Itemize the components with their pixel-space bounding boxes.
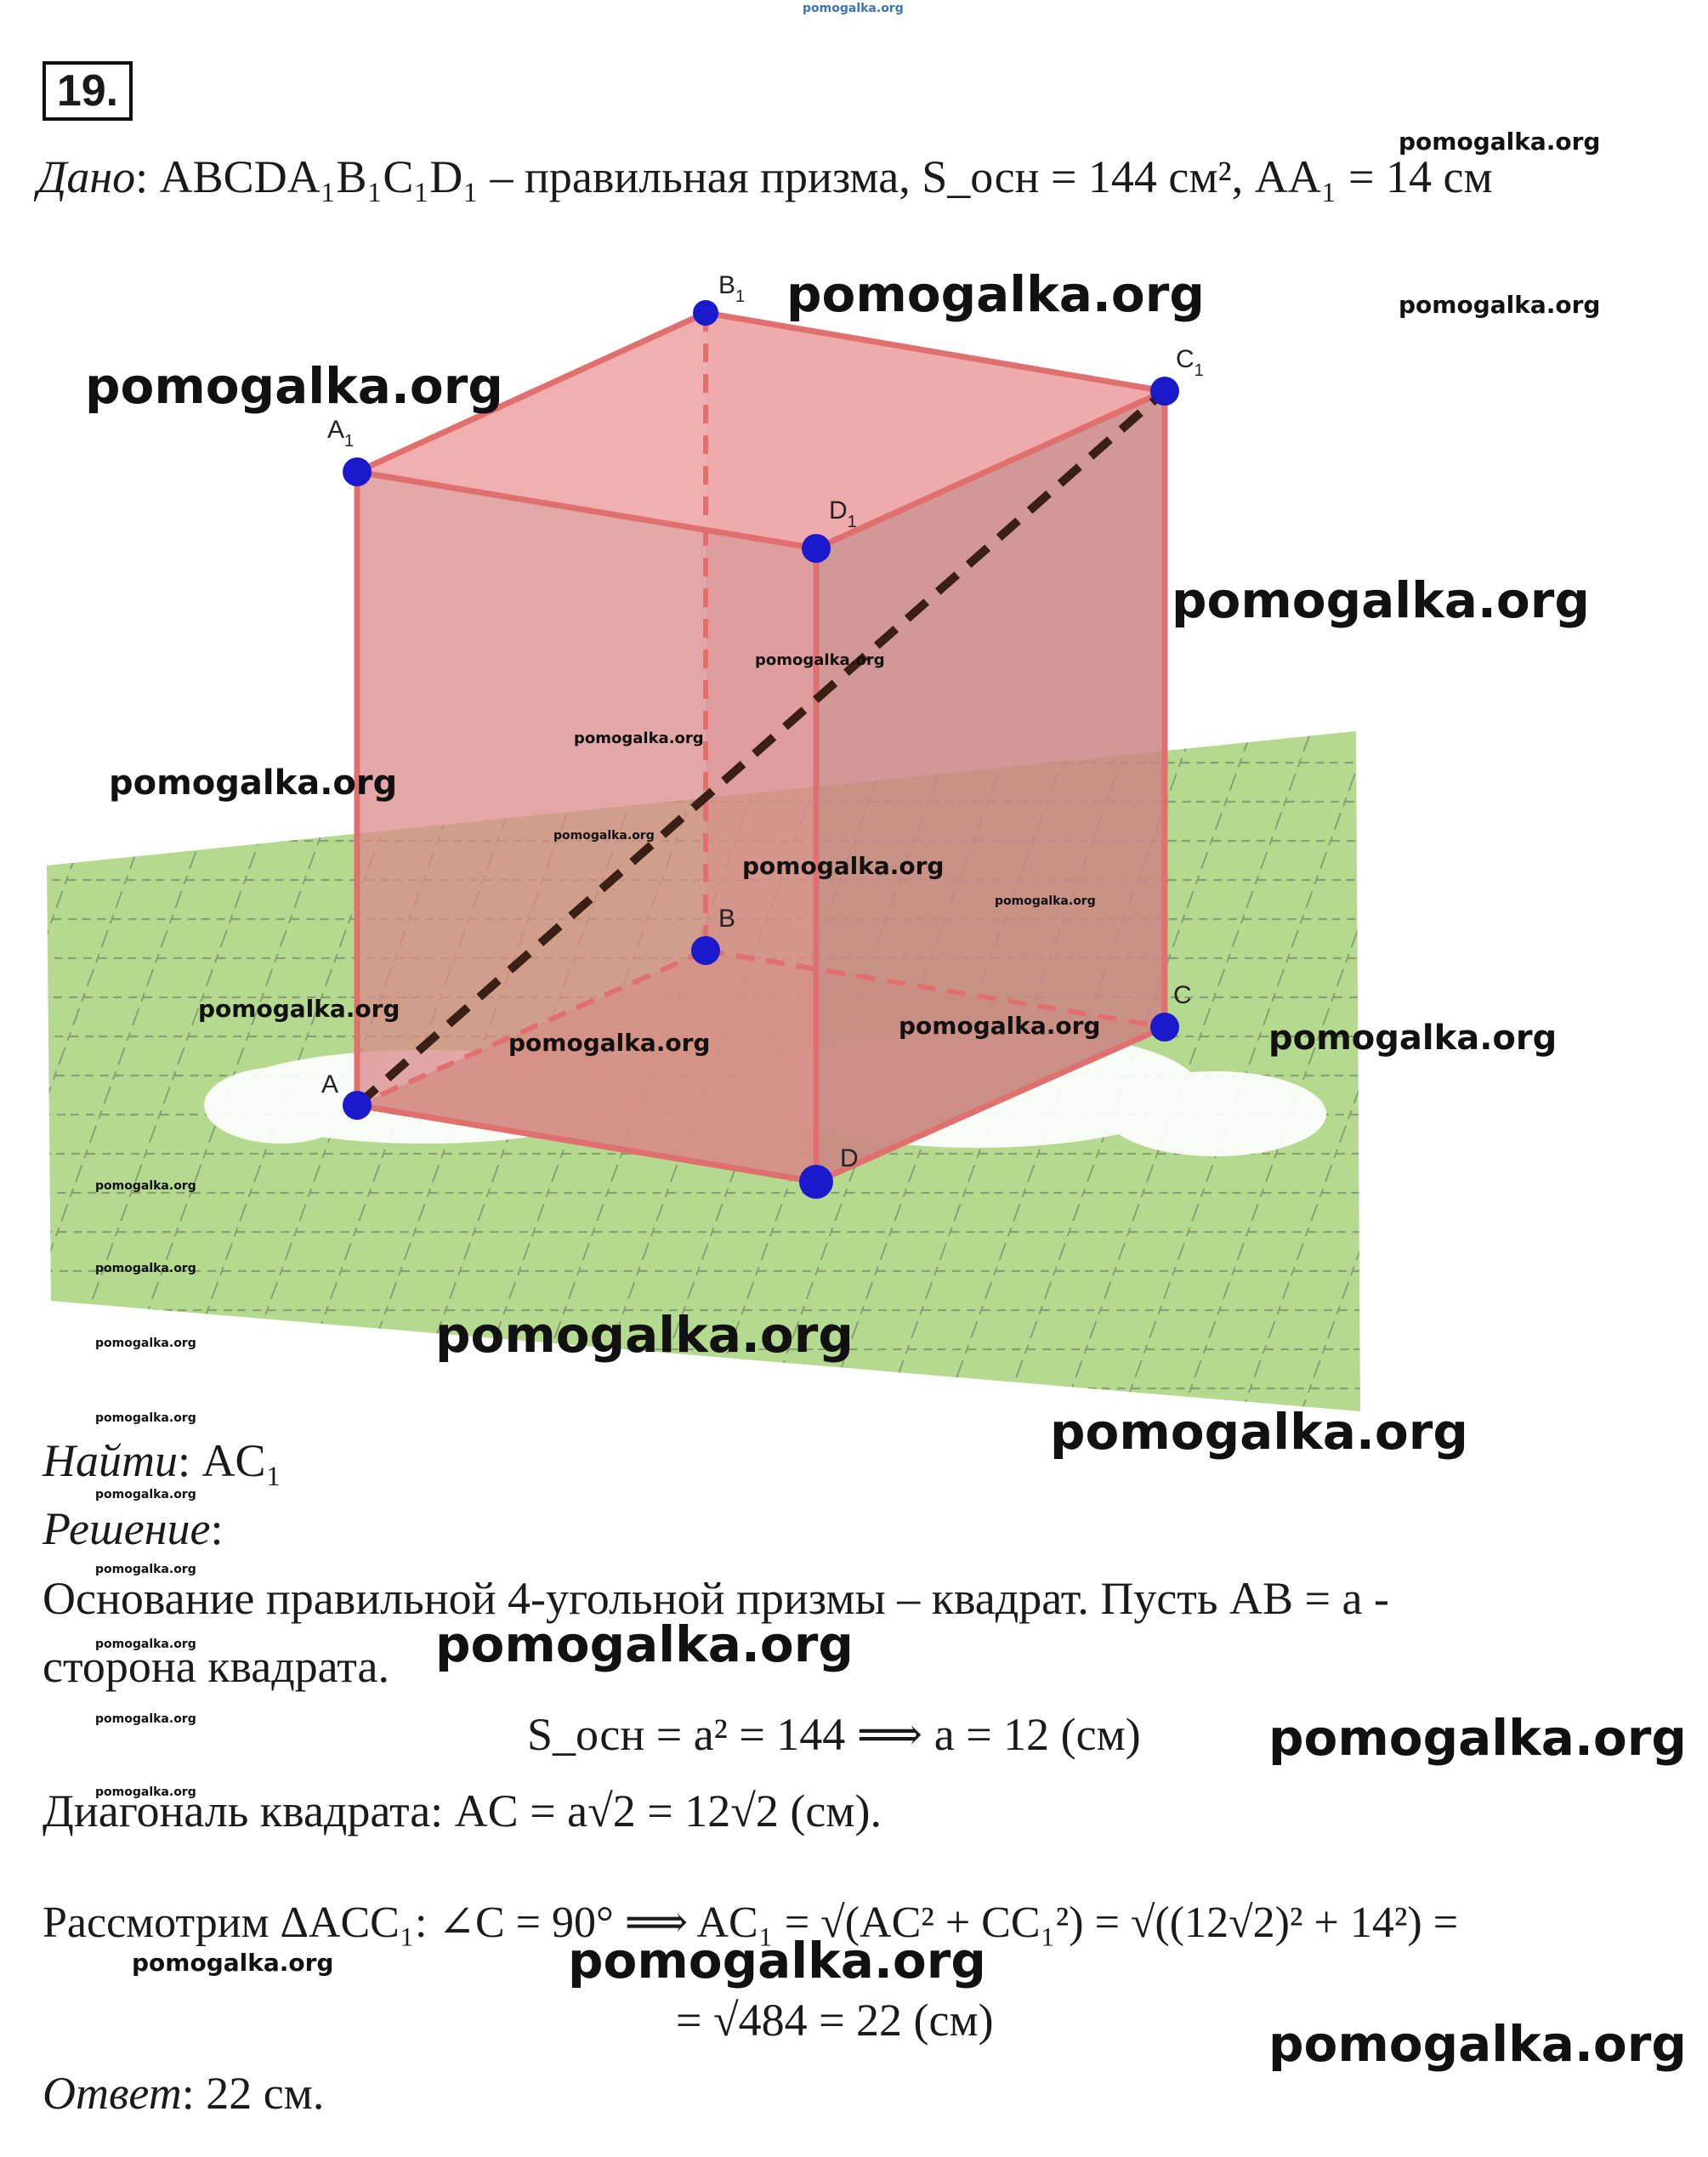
vertex-points xyxy=(343,300,1179,1199)
watermark: pomogalka.org xyxy=(109,763,398,803)
watermark: pomogalka.org xyxy=(1050,1403,1468,1461)
top-watermark: pomogalka.org xyxy=(803,2,904,15)
watermark: pomogalka.org xyxy=(574,729,704,747)
watermark: pomogalka.org xyxy=(132,1949,334,1977)
prism-figure: A1 B1 C1 D1 A B C D xyxy=(47,271,1360,1411)
answer-line: Ответ: 22 см. xyxy=(43,2068,324,2119)
solution-label: Решение xyxy=(43,1503,211,1554)
vertex-b xyxy=(691,936,720,965)
find-label: Найти xyxy=(43,1435,178,1486)
solution-line-2: сторона квадрата. xyxy=(43,1641,389,1692)
vertex-d xyxy=(799,1165,833,1199)
watermark: pomogalka.org xyxy=(95,1488,196,1501)
solution-heading: Решение: xyxy=(43,1503,224,1554)
watermark: pomogalka.org xyxy=(1172,571,1590,629)
label-a1: A1 xyxy=(327,416,354,451)
watermark: pomogalka.org xyxy=(95,1337,196,1350)
hidden-edges xyxy=(355,313,1166,1108)
equation-area: S_осн = a² = 144 ⟹ a = 12 (см) xyxy=(527,1709,1141,1760)
label-d1: D1 xyxy=(829,497,857,531)
vertex-b1 xyxy=(693,300,718,326)
watermark: pomogalka.org xyxy=(1399,128,1601,156)
vertex-c1 xyxy=(1150,377,1179,406)
solution-line-5: = √484 = 22 (см) xyxy=(676,1995,994,2046)
watermark: pomogalka.org xyxy=(95,1563,196,1576)
watermark: pomogalka.org xyxy=(1399,291,1601,319)
watermark: pomogalka.org xyxy=(435,1615,854,1673)
find-line: Найти: AC₁ xyxy=(43,1435,281,1486)
watermark: pomogalka.org xyxy=(995,894,1096,908)
watermark: pomogalka.org xyxy=(508,1029,711,1057)
watermark: pomogalka.org xyxy=(435,1306,854,1364)
watermark: pomogalka.org xyxy=(568,1932,986,1990)
watermark: pomogalka.org xyxy=(786,265,1205,323)
watermark: pomogalka.org xyxy=(553,829,655,843)
watermark: pomogalka.org xyxy=(95,1712,196,1726)
label-d: D xyxy=(840,1144,859,1172)
watermark: pomogalka.org xyxy=(95,1638,196,1651)
label-c1: C1 xyxy=(1176,345,1204,380)
watermark: pomogalka.org xyxy=(742,852,945,880)
solution-line-1: Основание правильной 4-угольной призмы –… xyxy=(43,1573,1389,1624)
label-b: B xyxy=(718,905,735,933)
watermark: pomogalka.org xyxy=(755,651,885,669)
vertex-a xyxy=(343,1091,372,1120)
watermark: pomogalka.org xyxy=(95,1262,196,1275)
watermark: pomogalka.org xyxy=(85,357,503,415)
vertex-a1 xyxy=(343,457,372,486)
watermark: pomogalka.org xyxy=(899,1012,1101,1040)
top-face xyxy=(357,313,1165,548)
find-text: : AC₁ xyxy=(178,1435,282,1486)
watermark: pomogalka.org xyxy=(1268,1709,1687,1767)
vertex-d1 xyxy=(802,534,831,563)
watermark: pomogalka.org xyxy=(1268,1019,1558,1058)
label-a: A xyxy=(321,1070,338,1098)
solution-line-3: Диагональ квадрата: AC = a√2 = 12√2 (см)… xyxy=(43,1785,882,1836)
solution-line-4: Рассмотрим ΔACC₁: ∠C = 90° ⟹ AC₁ = √(AC²… xyxy=(43,1899,1459,1947)
problem-number: 19. xyxy=(43,61,133,121)
watermark: pomogalka.org xyxy=(95,1785,196,1799)
given-label: Дано xyxy=(37,151,136,202)
given-text: : ABCDA₁B₁C₁D₁ – правильная призма, S_ос… xyxy=(135,151,1493,202)
label-c: C xyxy=(1173,981,1192,1009)
front-left-face xyxy=(357,472,816,1182)
answer-label: Ответ xyxy=(43,2068,182,2119)
vertex-c xyxy=(1150,1013,1179,1042)
watermark: pomogalka.org xyxy=(198,995,400,1023)
watermark: pomogalka.org xyxy=(1268,2015,1687,2073)
watermark: pomogalka.org xyxy=(95,1411,196,1425)
diagonal-ac1 xyxy=(354,388,1168,1109)
answer-text: : 22 см. xyxy=(181,2068,325,2119)
given-line: Дано: ABCDA₁B₁C₁D₁ – правильная призма, … xyxy=(37,151,1493,202)
watermark: pomogalka.org xyxy=(95,1179,196,1193)
label-b1: B1 xyxy=(718,271,745,306)
